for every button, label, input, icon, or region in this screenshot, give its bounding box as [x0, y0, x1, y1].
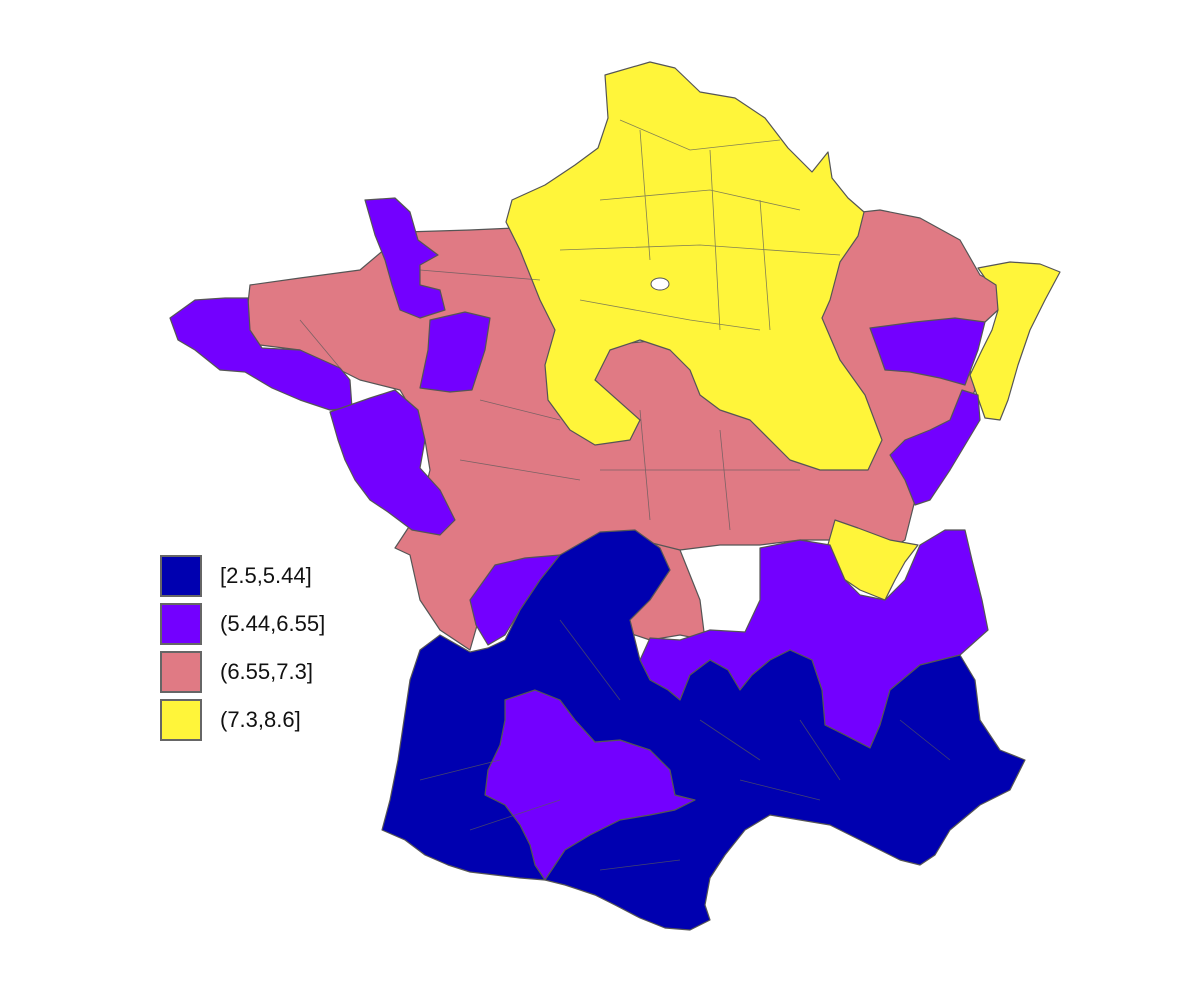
region-southwest — [381, 529, 1026, 931]
department-borders — [299, 119, 951, 871]
region-sarthe — [419, 311, 491, 393]
map-legend: [2.5,5.44] (5.44,6.55] (6.55,7.3] (7.3,8… — [160, 552, 325, 744]
legend-label: (5.44,6.55] — [220, 611, 326, 636]
region-doubs-jura — [889, 389, 981, 506]
legend-swatch — [160, 651, 202, 693]
paris-enclave — [650, 277, 670, 291]
legend-swatch — [160, 699, 202, 741]
legend-item: (5.44,6.55] — [160, 600, 325, 648]
legend-label: [2.5,5.44] — [220, 563, 312, 588]
region-brittany-west — [169, 297, 353, 411]
region-loire-atlantique — [329, 389, 456, 536]
region-normandy-manche — [364, 197, 446, 319]
region-north — [505, 61, 883, 471]
legend-label: (7.3,8.6] — [220, 707, 301, 732]
region-franche-comte — [869, 317, 986, 386]
legend-label: (6.55,7.3] — [220, 659, 313, 684]
legend-item: [2.5,5.44] — [160, 552, 325, 600]
legend-swatch — [160, 555, 202, 597]
legend-item: (6.55,7.3] — [160, 648, 325, 696]
region-dordogne — [469, 554, 561, 646]
legend-item: (7.3,8.6] — [160, 696, 325, 744]
legend-swatch — [160, 603, 202, 645]
region-northeast-alsace — [969, 261, 1061, 421]
